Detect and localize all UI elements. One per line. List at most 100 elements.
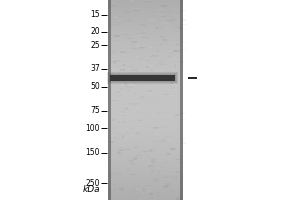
Bar	[153, 127, 157, 129]
Bar	[159, 74, 160, 76]
Bar	[131, 85, 133, 87]
Bar	[108, 150, 183, 151]
Bar	[147, 179, 149, 180]
Bar	[177, 162, 180, 164]
Bar	[132, 112, 134, 113]
Bar	[108, 27, 183, 29]
Bar	[140, 11, 142, 13]
Bar	[108, 54, 183, 55]
Bar	[121, 34, 127, 35]
Bar	[108, 106, 183, 107]
Bar	[142, 39, 147, 41]
Bar	[147, 190, 152, 192]
Bar	[180, 62, 181, 63]
Text: 100: 100	[85, 124, 100, 133]
Bar	[152, 164, 158, 165]
Bar	[132, 8, 139, 9]
Bar	[108, 25, 183, 27]
Bar	[150, 19, 155, 21]
Bar	[127, 99, 130, 100]
Bar	[128, 51, 132, 53]
Bar	[161, 42, 167, 44]
Bar	[108, 73, 183, 74]
Bar	[108, 152, 183, 153]
Bar	[134, 56, 140, 58]
Bar	[175, 71, 176, 73]
Bar	[115, 120, 116, 121]
Bar	[148, 20, 154, 22]
Bar	[108, 126, 183, 127]
Bar	[152, 162, 158, 163]
Bar	[160, 37, 165, 39]
Bar	[138, 49, 143, 50]
Bar	[108, 169, 183, 170]
Bar	[108, 121, 183, 123]
Bar	[108, 147, 183, 148]
Bar	[153, 62, 158, 64]
Bar	[164, 155, 169, 157]
Bar	[108, 175, 183, 176]
Bar	[120, 88, 124, 90]
Bar	[108, 3, 183, 4]
Bar	[165, 102, 170, 105]
Bar	[178, 44, 180, 45]
Bar	[108, 157, 183, 158]
Bar	[108, 68, 183, 69]
Bar	[148, 149, 152, 152]
Bar	[117, 182, 123, 184]
Bar	[141, 66, 145, 68]
Bar	[161, 170, 165, 171]
Bar	[108, 100, 183, 101]
Bar	[178, 106, 183, 108]
Bar	[108, 136, 183, 137]
Bar	[108, 22, 183, 23]
Bar	[159, 195, 161, 196]
Bar	[153, 31, 156, 32]
Bar	[140, 24, 146, 26]
Bar	[108, 192, 183, 193]
Bar	[111, 31, 114, 32]
Bar	[136, 78, 137, 79]
Bar	[169, 113, 174, 114]
Bar	[129, 160, 133, 162]
Bar	[108, 171, 183, 173]
Bar	[108, 199, 183, 200]
Bar	[108, 151, 183, 152]
Bar	[117, 22, 122, 23]
Bar	[108, 66, 183, 67]
Bar	[114, 156, 118, 158]
Bar	[125, 83, 127, 85]
Bar	[108, 150, 183, 151]
Bar	[155, 127, 160, 128]
Bar	[114, 7, 118, 9]
Bar	[111, 82, 116, 84]
Bar	[132, 104, 139, 105]
Bar	[108, 183, 183, 184]
Bar	[157, 163, 158, 165]
Bar	[130, 121, 136, 122]
Bar	[153, 180, 159, 182]
Bar	[108, 126, 183, 127]
Bar	[108, 0, 111, 200]
Bar	[108, 96, 183, 97]
Bar	[146, 55, 149, 57]
Bar	[123, 104, 124, 105]
Bar	[108, 113, 183, 114]
Bar	[108, 133, 183, 134]
Bar	[108, 188, 183, 189]
Bar	[108, 188, 183, 189]
Bar	[159, 197, 162, 198]
Bar	[117, 69, 122, 70]
Bar	[155, 63, 157, 65]
Bar	[126, 149, 131, 150]
Bar	[108, 172, 183, 173]
Bar	[108, 116, 183, 117]
Bar	[170, 100, 175, 101]
Bar	[108, 20, 183, 21]
Bar	[172, 74, 176, 76]
Bar	[112, 100, 118, 101]
Bar	[148, 131, 154, 132]
Bar	[133, 178, 135, 179]
Bar	[157, 113, 161, 114]
Bar	[152, 56, 154, 57]
